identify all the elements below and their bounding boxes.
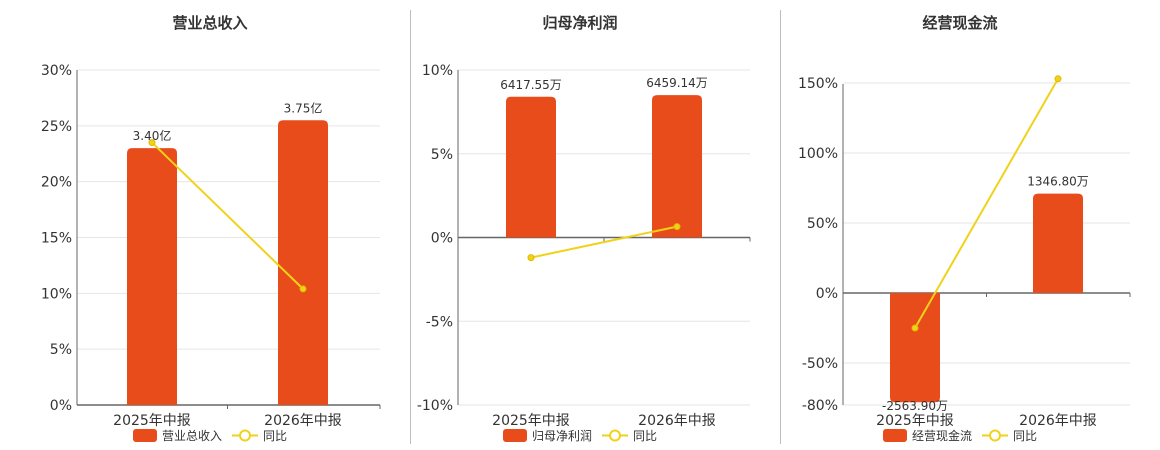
cash-flow-ytick-label: -50% [802,356,838,372]
revenue-ytick-label: 10% [41,286,72,302]
net-profit-legend-bar-swatch [503,429,527,442]
cash-flow-yoy-point [911,324,919,332]
revenue-legend-line-label: 同比 [263,429,287,443]
net-profit-yoy-point [527,254,535,262]
cash-flow-bar-data-label: 1346.80万 [1027,175,1089,189]
cash-flow-legend-line-label: 同比 [1013,429,1037,443]
cash-flow-legend-bar-swatch [883,429,907,442]
net-profit-legend-line-label: 同比 [633,429,657,443]
revenue-legend-bar-swatch [133,429,157,442]
revenue-ytick-label: 0% [50,398,72,414]
revenue-yoy-point [299,285,307,293]
revenue-ytick-label: 30% [41,63,72,79]
net-profit-ytick-label: -5% [426,314,453,330]
revenue-bar-data-label: 3.75亿 [284,100,323,115]
net-profit-legend-bar-label: 归母净利润 [532,429,592,443]
net-profit-legend-line-marker [609,429,621,442]
net-profit-bar [652,95,702,238]
net-profit-xtick-label: 2025年中报 [492,413,570,429]
cash-flow-yoy-line [914,78,1059,329]
net-profit-ytick-label: 0% [431,231,453,247]
revenue-bar-data-label: 3.40亿 [133,128,172,143]
cash-flow-ytick-label: 50% [807,216,838,232]
revenue-xtick-label: 2026年中报 [264,413,342,429]
revenue-xtick-label: 2025年中报 [113,413,191,429]
cash-flow-bar [1033,193,1083,293]
cash-flow-legend-bar-label: 经营现金流 [912,428,972,443]
net-profit-ytick-label: 5% [431,147,453,163]
cash-flow-ytick-label: 100% [798,146,838,162]
net-profit-ytick-label: 10% [422,63,453,79]
revenue-yoy-point [148,139,156,147]
net-profit-bar [506,96,556,238]
net-profit-yoy-line [530,225,678,259]
revenue-yoy-line [151,141,304,290]
net-profit-xtick-label: 2026年中报 [638,413,716,429]
net-profit-ytick-label: -10% [417,398,453,414]
cash-flow-ytick-label: 0% [816,286,838,302]
cash-flow-xtick-label: 2025年中报 [876,413,954,429]
revenue-legend-line-marker [239,429,251,442]
revenue-ytick-label: 15% [41,231,72,247]
net-profit-bar-data-label: 6417.55万 [500,78,562,92]
cash-flow-yoy-point [1054,75,1062,83]
cash-flow-bar-data-label: -2563.90万 [882,399,948,413]
chart-title-revenue: 营业总收入 [172,14,248,32]
net-profit-bar-data-label: 6459.14万 [646,76,708,90]
net-profit-yoy-point [673,223,681,231]
revenue-ytick-label: 25% [41,119,72,135]
revenue-ytick-label: 5% [50,342,72,358]
cash-flow-ytick-label: 150% [798,76,838,92]
cash-flow-xtick-label: 2026年中报 [1019,413,1097,429]
cash-flow-ytick-label: -80% [802,398,838,414]
revenue-bar [127,148,177,405]
panel-divider-1 [410,10,411,444]
chart-title-net-profit: 归母净利润 [542,14,618,32]
cash-flow-bar [890,293,940,403]
chart-title-cash-flow: 经营现金流 [922,14,998,32]
revenue-bar [278,120,328,405]
cash-flow-legend-line-marker [989,429,1001,442]
revenue-legend-bar-label: 营业总收入 [162,429,222,443]
panel-divider-2 [780,10,781,444]
revenue-ytick-label: 20% [41,175,72,191]
